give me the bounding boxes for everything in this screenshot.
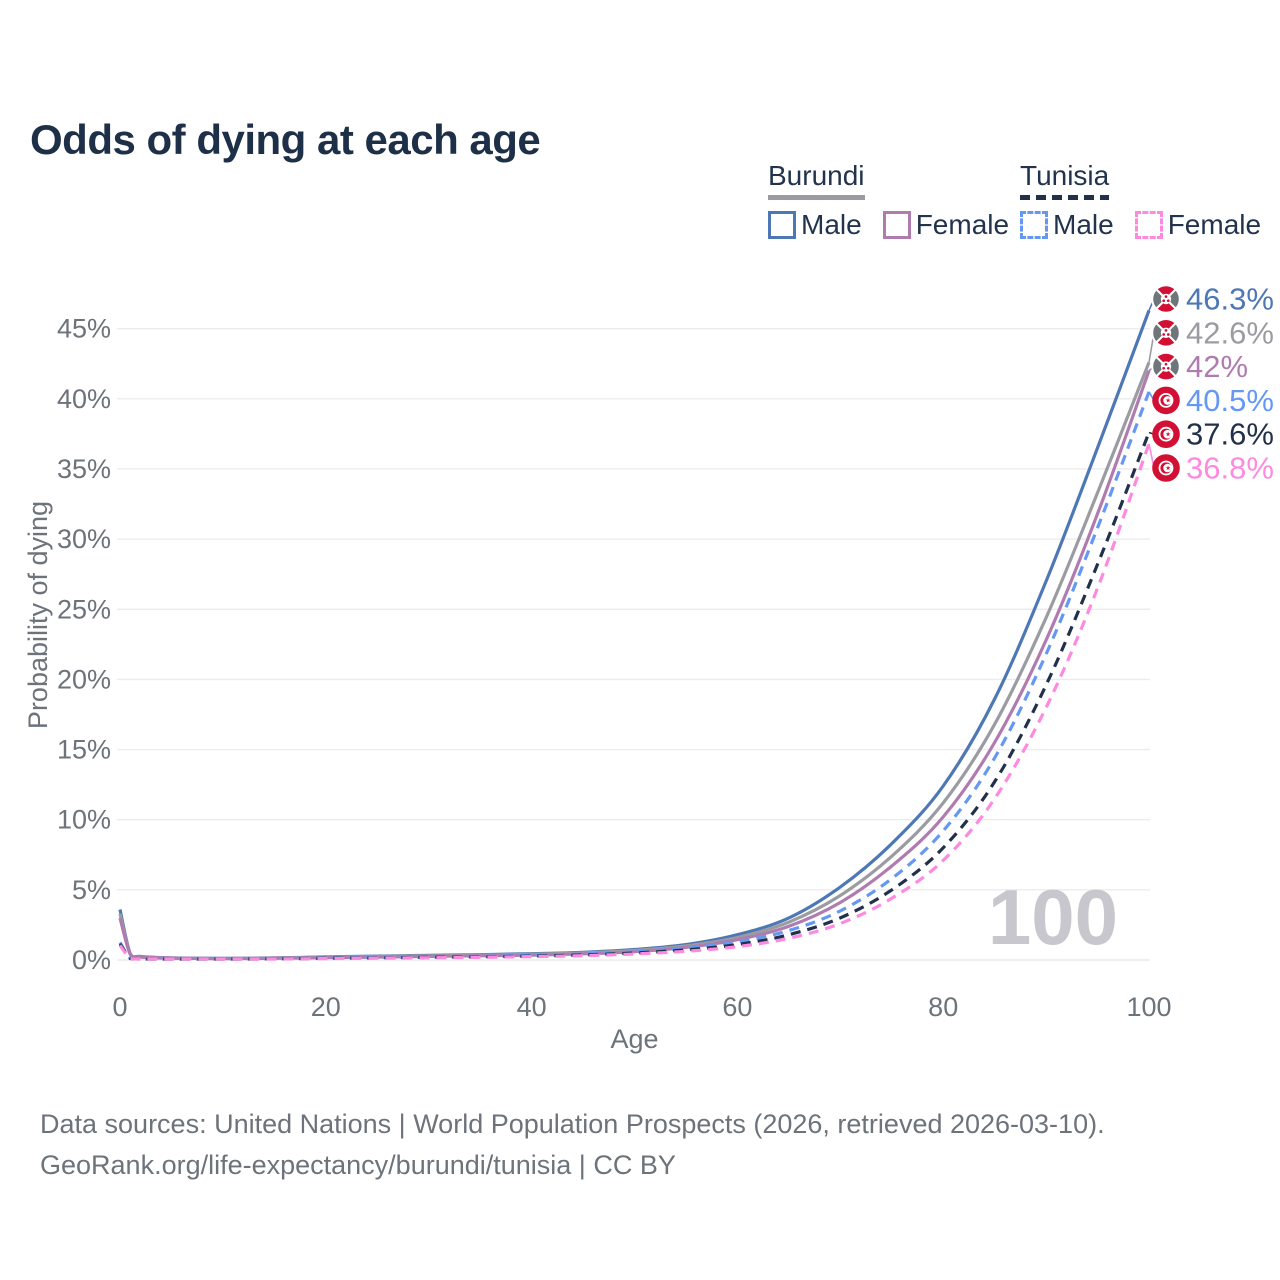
- y-tick-35%: 35%: [57, 454, 111, 484]
- page-title: Odds of dying at each age: [30, 116, 541, 164]
- legend-group-tunisia: Tunisia Male Female: [1020, 160, 1261, 241]
- burundi-flag-icon: [1151, 351, 1181, 382]
- y-tick-10%: 10%: [57, 805, 111, 835]
- legend-item-burundi-female[interactable]: Female: [882, 209, 1010, 241]
- end-value-label-burundi-total: 42.6%: [1186, 315, 1274, 350]
- chart-legend: Burundi Male Female Tunisia: [0, 0, 1280, 250]
- y-tick-20%: 20%: [57, 664, 111, 694]
- legend-country-burundi[interactable]: Burundi: [768, 160, 865, 200]
- legend-items-tunisia: Male Female: [1020, 209, 1261, 241]
- tunisia-flag-icon: [1152, 454, 1180, 482]
- legend-item-burundi-male[interactable]: Male: [768, 209, 862, 241]
- y-tick-5%: 5%: [72, 875, 111, 905]
- age-counter-watermark: 100: [988, 873, 1118, 961]
- x-tick-80: 80: [928, 992, 958, 1022]
- legend-item-tunisia-female[interactable]: Female: [1134, 209, 1262, 241]
- x-tick-0: 0: [112, 992, 127, 1022]
- y-tick-15%: 15%: [57, 735, 111, 765]
- burundi-female-label: Female: [915, 209, 1010, 240]
- legend-items-burundi: Male Female: [768, 209, 1009, 241]
- tunisia-female-label: Female: [1167, 209, 1262, 240]
- y-axis-title: Probability of dying: [23, 501, 53, 729]
- tunisia-line-style-swatch: [1020, 195, 1110, 200]
- y-tick-25%: 25%: [57, 594, 111, 624]
- burundi-female-swatch: [882, 211, 911, 239]
- x-tick-20: 20: [311, 992, 341, 1022]
- legend-country-tunisia[interactable]: Tunisia: [1020, 160, 1110, 200]
- series-line-burundi-male[interactable]: [118, 309, 1151, 960]
- data-sources-text: Data sources: United Nations | World Pop…: [40, 1109, 1105, 1139]
- x-tick-40: 40: [517, 992, 547, 1022]
- footer: Data sources: United Nations | World Pop…: [40, 1104, 1105, 1186]
- burundi-male-label: Male: [801, 209, 862, 240]
- burundi-male-swatch: [768, 211, 796, 239]
- y-tick-30%: 30%: [57, 524, 111, 554]
- y-tick-0%: 0%: [72, 945, 111, 975]
- series-line-tunisia-female[interactable]: [118, 443, 1151, 961]
- end-value-label-tunisia-male: 40.5%: [1186, 383, 1274, 418]
- end-value-label-tunisia-total: 37.6%: [1186, 417, 1274, 452]
- tunisia-male-swatch: [1020, 211, 1048, 239]
- x-tick-100: 100: [1126, 992, 1171, 1022]
- tunisia-female-swatch: [1134, 211, 1163, 239]
- y-tick-45%: 45%: [57, 314, 111, 344]
- tunisia-flag-icon: [1152, 386, 1180, 415]
- end-value-label-burundi-male: 46.3%: [1186, 282, 1274, 317]
- legend-item-tunisia-male[interactable]: Male: [1020, 209, 1114, 241]
- attribution-text: GeoRank.org/life-expectancy/burundi/tuni…: [40, 1150, 676, 1180]
- legend-country-tunisia-label: Tunisia: [1020, 160, 1110, 191]
- x-tick-60: 60: [722, 992, 752, 1022]
- x-axis-title: Age: [610, 1024, 658, 1054]
- series-line-burundi-total[interactable]: [118, 361, 1151, 961]
- burundi-flag-icon: [1151, 284, 1181, 314]
- tunisia-male-label: Male: [1053, 209, 1114, 240]
- series-line-burundi-female[interactable]: [118, 370, 1151, 961]
- legend-country-burundi-label: Burundi: [768, 160, 865, 191]
- burundi-line-style-swatch: [768, 195, 865, 200]
- end-value-label-burundi-female: 42%: [1186, 349, 1248, 384]
- tunisia-flag-icon: [1152, 420, 1180, 448]
- y-tick-40%: 40%: [57, 384, 111, 414]
- end-value-label-tunisia-female: 36.8%: [1186, 451, 1274, 486]
- legend-group-burundi: Burundi Male Female: [768, 160, 1009, 241]
- burundi-flag-icon: [1151, 318, 1181, 348]
